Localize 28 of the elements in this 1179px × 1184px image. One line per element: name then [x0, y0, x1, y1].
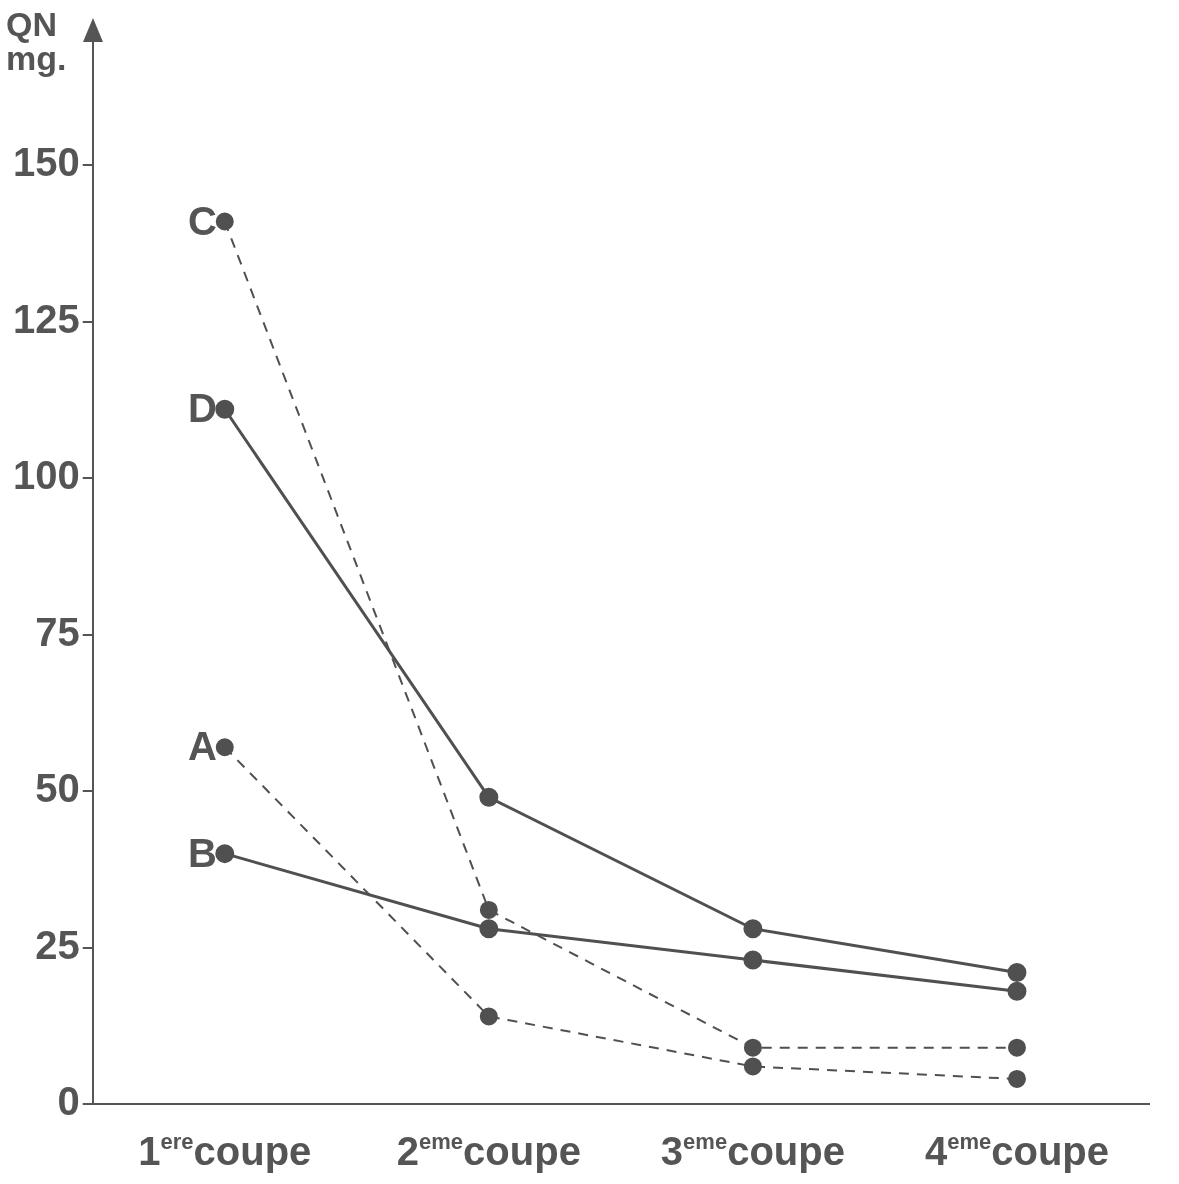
- y-tick-label: 150: [12, 140, 80, 185]
- point: [215, 399, 235, 419]
- point: [743, 1038, 762, 1057]
- point: [479, 900, 498, 919]
- point: [1007, 963, 1027, 983]
- point: [479, 919, 499, 939]
- point: [743, 919, 763, 939]
- y-tick-label: 125: [12, 296, 80, 341]
- point: [1007, 1038, 1026, 1057]
- y-tick-label: 100: [12, 453, 80, 498]
- point: [1007, 1069, 1026, 1088]
- point: [215, 738, 234, 757]
- point: [479, 1007, 498, 1026]
- point: [1007, 981, 1027, 1001]
- y-tick-label: 50: [35, 766, 80, 811]
- y-tick-label: 75: [35, 609, 80, 654]
- y-tick-label: 25: [35, 922, 80, 967]
- point: [215, 844, 235, 864]
- series-label: C: [187, 198, 217, 243]
- point: [215, 212, 234, 231]
- y-axis-title: QN mg.: [6, 5, 67, 78]
- point: [743, 950, 763, 970]
- series-label: D: [187, 386, 217, 431]
- y-tick-label: 0: [57, 1079, 80, 1124]
- series-label: B: [187, 830, 217, 875]
- point: [479, 787, 499, 807]
- series-label: A: [187, 724, 217, 769]
- point: [743, 1057, 762, 1076]
